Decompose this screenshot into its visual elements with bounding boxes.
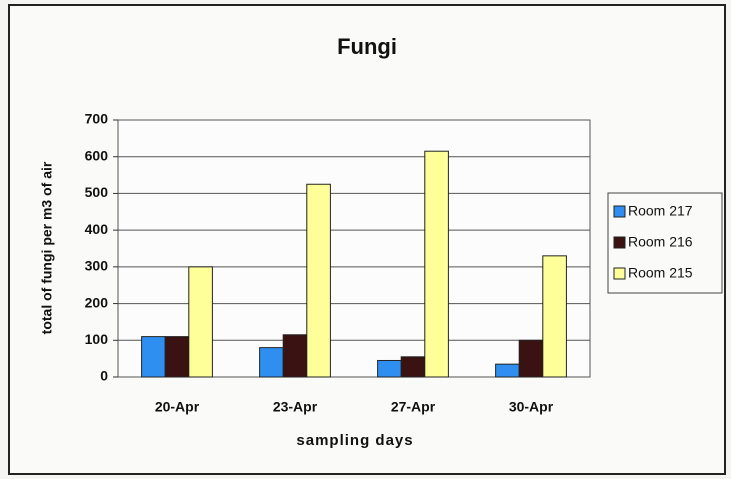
y-tick-label: 400 — [85, 221, 109, 237]
y-tick-label: 200 — [85, 294, 109, 310]
y-tick-label: 600 — [85, 147, 109, 163]
legend-swatch — [613, 267, 626, 280]
chart-title: Fungi — [337, 34, 397, 59]
y-tick-label: 100 — [85, 331, 109, 347]
y-tick-label: 700 — [85, 111, 109, 127]
bar — [188, 266, 213, 378]
bar — [518, 339, 544, 378]
legend — [607, 192, 723, 294]
bar — [495, 363, 520, 378]
y-tick-label: 300 — [85, 258, 109, 274]
legend-swatch — [613, 236, 626, 249]
bar — [282, 334, 308, 378]
bar — [542, 255, 567, 378]
bar — [424, 150, 449, 378]
x-axis-label: sampling days — [296, 432, 413, 449]
legend-label: Room 216 — [628, 234, 693, 250]
bar — [400, 356, 426, 378]
legend-label: Room 217 — [628, 203, 693, 219]
x-tick-label: 20-Apr — [155, 399, 200, 415]
bar — [141, 336, 166, 378]
y-tick-label: 500 — [85, 184, 109, 200]
bar — [164, 336, 190, 378]
bar — [377, 359, 402, 378]
y-axis-label: total of fungi per m3 of air — [39, 161, 55, 334]
bar — [306, 183, 331, 378]
x-tick-label: 30-Apr — [509, 399, 554, 415]
legend-swatch — [613, 205, 626, 218]
legend-label: Room 215 — [628, 265, 693, 281]
x-tick-label: 23-Apr — [273, 399, 318, 415]
x-tick-label: 27-Apr — [391, 399, 436, 415]
y-tick-label: 0 — [100, 368, 108, 384]
bar — [259, 347, 284, 378]
